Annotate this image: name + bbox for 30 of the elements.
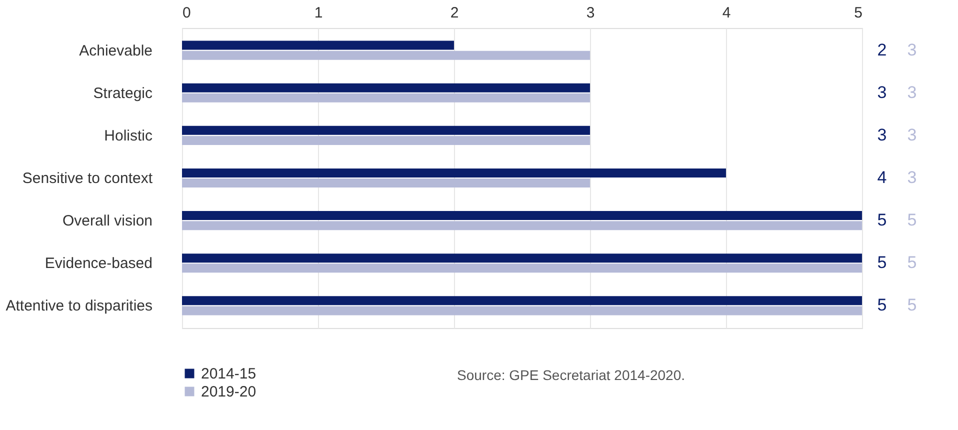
data-label: 5 xyxy=(907,210,917,230)
data-label: 3 xyxy=(907,82,917,102)
x-tick-label: 2 xyxy=(450,4,459,22)
y-tick-label: Holistic xyxy=(104,127,153,144)
data-label: 5 xyxy=(877,296,887,315)
data-label: 3 xyxy=(877,125,887,144)
data-label: 3 xyxy=(907,40,917,60)
legend-label: 2019-20 xyxy=(201,384,256,400)
x-tick-label: 3 xyxy=(586,4,595,22)
x-tick-label: 5 xyxy=(854,4,862,22)
legend-label: 2014-15 xyxy=(201,366,256,382)
data-label: 5 xyxy=(877,210,887,230)
data-label: 3 xyxy=(907,168,917,187)
data-label: 5 xyxy=(877,253,887,272)
data-label: 4 xyxy=(877,168,887,187)
source-note: Source: GPE Secretariat 2014-2020. xyxy=(457,367,686,383)
data-label: 3 xyxy=(877,82,887,102)
data-label: 2 xyxy=(877,40,887,60)
y-tick-label: Strategic xyxy=(93,84,153,102)
data-label: 5 xyxy=(907,253,917,272)
y-tick-label: Attentive to disparities xyxy=(6,298,152,315)
data-label: 3 xyxy=(907,125,917,144)
x-tick-label: 0 xyxy=(182,4,191,22)
data-label: 5 xyxy=(907,296,917,315)
x-tick-label: 4 xyxy=(722,4,731,22)
y-tick-label: Evidence-based xyxy=(44,255,152,272)
x-tick-label: 1 xyxy=(314,4,323,22)
y-tick-label: Sensitive to context xyxy=(22,170,154,187)
y-tick-label: Overall vision xyxy=(62,212,152,230)
y-tick-label: Achievable xyxy=(79,42,152,60)
